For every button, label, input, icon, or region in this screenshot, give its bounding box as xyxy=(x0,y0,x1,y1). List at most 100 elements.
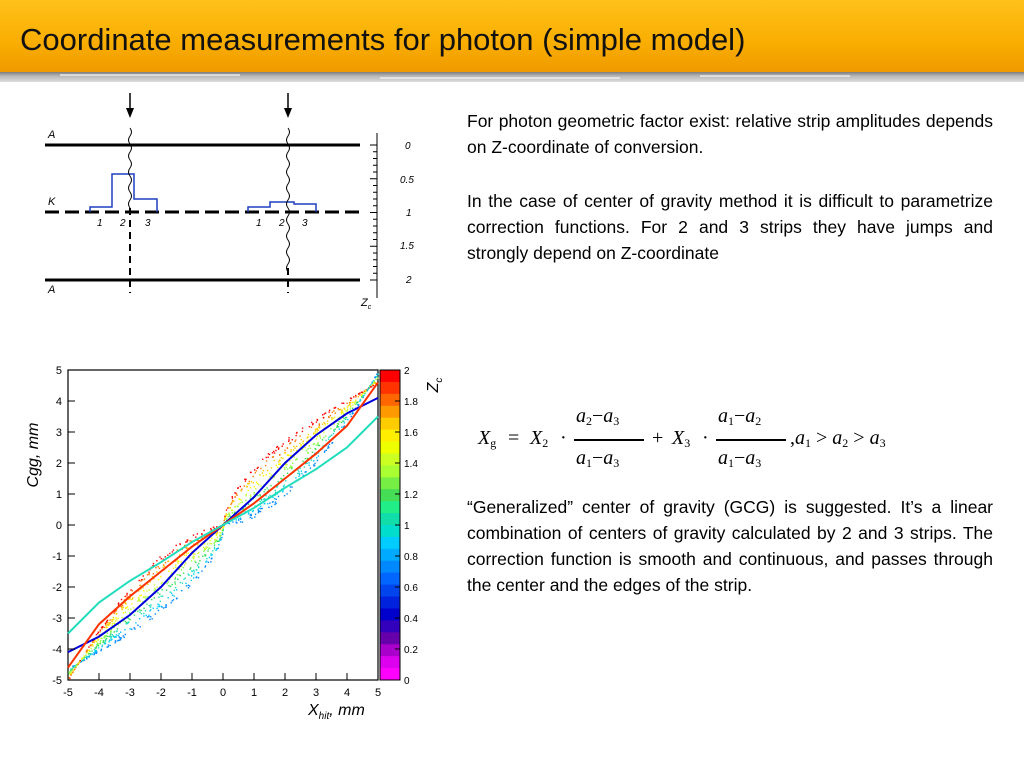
scatter-point xyxy=(140,580,142,582)
scatter-point xyxy=(100,626,103,629)
scatter-point xyxy=(148,615,150,618)
scatter-point xyxy=(131,598,134,600)
scatter-point xyxy=(371,382,373,384)
scatter-point xyxy=(311,451,314,453)
scatter-point xyxy=(298,473,301,475)
scatter-point xyxy=(242,509,244,511)
scatter-point xyxy=(313,464,315,466)
scatter-point xyxy=(176,560,179,562)
scatter-point xyxy=(72,670,74,672)
scatter-point xyxy=(167,560,170,563)
scatter-point xyxy=(141,579,144,581)
scatter-point xyxy=(203,549,206,551)
scatter-point xyxy=(101,637,103,640)
scatter-point xyxy=(274,489,276,492)
scatter-point xyxy=(203,550,205,553)
scatter-point xyxy=(82,659,84,662)
scatter-point xyxy=(263,502,266,505)
scatter-point xyxy=(117,624,119,626)
scatter-point xyxy=(307,448,309,450)
scatter-point xyxy=(198,556,200,558)
scatter-point xyxy=(177,560,180,563)
scatter-point xyxy=(317,442,319,444)
scatter-point xyxy=(319,437,322,439)
scatter-point xyxy=(102,640,105,642)
scatter-point xyxy=(276,446,278,449)
x-tick-label: -4 xyxy=(94,687,104,699)
scatter-point xyxy=(261,507,263,510)
scatter-point xyxy=(129,628,131,630)
scatter-point xyxy=(346,406,349,409)
scatter-point xyxy=(108,635,110,638)
scatter-point xyxy=(179,574,181,577)
scatter-point xyxy=(363,394,365,397)
scatter-point xyxy=(101,644,104,646)
scatter-point xyxy=(261,472,264,474)
scatter-point xyxy=(372,380,375,382)
scatter-point xyxy=(285,480,287,482)
scatter-point xyxy=(313,460,315,462)
scatter-point xyxy=(254,513,257,516)
scatter-point xyxy=(170,602,172,604)
scatter-point xyxy=(234,511,236,513)
scatter-point xyxy=(249,486,252,489)
scatter-point xyxy=(95,646,98,648)
scatter-point xyxy=(290,455,292,457)
scatter-point xyxy=(128,598,130,601)
scatter-point xyxy=(275,498,277,501)
scatter-point xyxy=(362,395,364,398)
scatter-point xyxy=(371,381,373,383)
scatter-point xyxy=(282,491,284,493)
scatter-point xyxy=(374,376,376,379)
scatter-point xyxy=(268,506,270,509)
scatter-point xyxy=(367,388,369,391)
scatter-point xyxy=(312,422,314,425)
x-tick-label: 1 xyxy=(251,687,257,699)
scatter-point xyxy=(187,552,189,554)
scatter-point xyxy=(85,654,87,656)
scatter-point xyxy=(249,471,252,474)
colorbar-swatch xyxy=(380,596,400,609)
scatter-point xyxy=(169,585,172,588)
scatter-point xyxy=(101,626,104,629)
scatter-point xyxy=(236,494,238,497)
scatter-point xyxy=(376,375,378,378)
scatter-point xyxy=(283,484,285,486)
scatter-point xyxy=(236,522,238,524)
scatter-point xyxy=(273,497,276,500)
scatter-point xyxy=(191,570,193,573)
scatter-point xyxy=(309,436,312,438)
scatter-point xyxy=(268,453,271,456)
scatter-point xyxy=(108,623,111,625)
colorbar-swatch xyxy=(380,429,400,443)
right-strip-amplitudes xyxy=(247,201,317,212)
scatter-point xyxy=(259,493,261,496)
scatter-point xyxy=(365,389,367,391)
scatter-point xyxy=(151,618,153,620)
scatter-point xyxy=(193,553,196,555)
scatter-point xyxy=(162,564,165,566)
scatter-point xyxy=(361,391,363,394)
scatter-point xyxy=(325,439,327,442)
scatter-point xyxy=(289,467,291,469)
scatter-point xyxy=(344,408,346,411)
scatter-point xyxy=(298,475,300,478)
scatter-point xyxy=(295,434,297,437)
scatter-point xyxy=(87,655,90,658)
scatter-point xyxy=(276,485,279,487)
scatter-point xyxy=(210,527,212,530)
scatter-point xyxy=(285,466,287,469)
scatter-point xyxy=(70,673,72,676)
scatter-point xyxy=(359,392,361,394)
scatter-point xyxy=(257,511,260,514)
scatter-point xyxy=(181,582,184,584)
scatter-point xyxy=(213,546,216,549)
scatter-point xyxy=(231,497,234,499)
scatter-point xyxy=(193,555,195,558)
y-tick-label: 1 xyxy=(56,489,62,501)
scatter-point xyxy=(131,590,134,592)
scatter-point xyxy=(151,575,154,578)
scatter-point xyxy=(239,498,241,501)
scatter-point xyxy=(175,544,177,547)
scatter-point xyxy=(237,505,239,508)
